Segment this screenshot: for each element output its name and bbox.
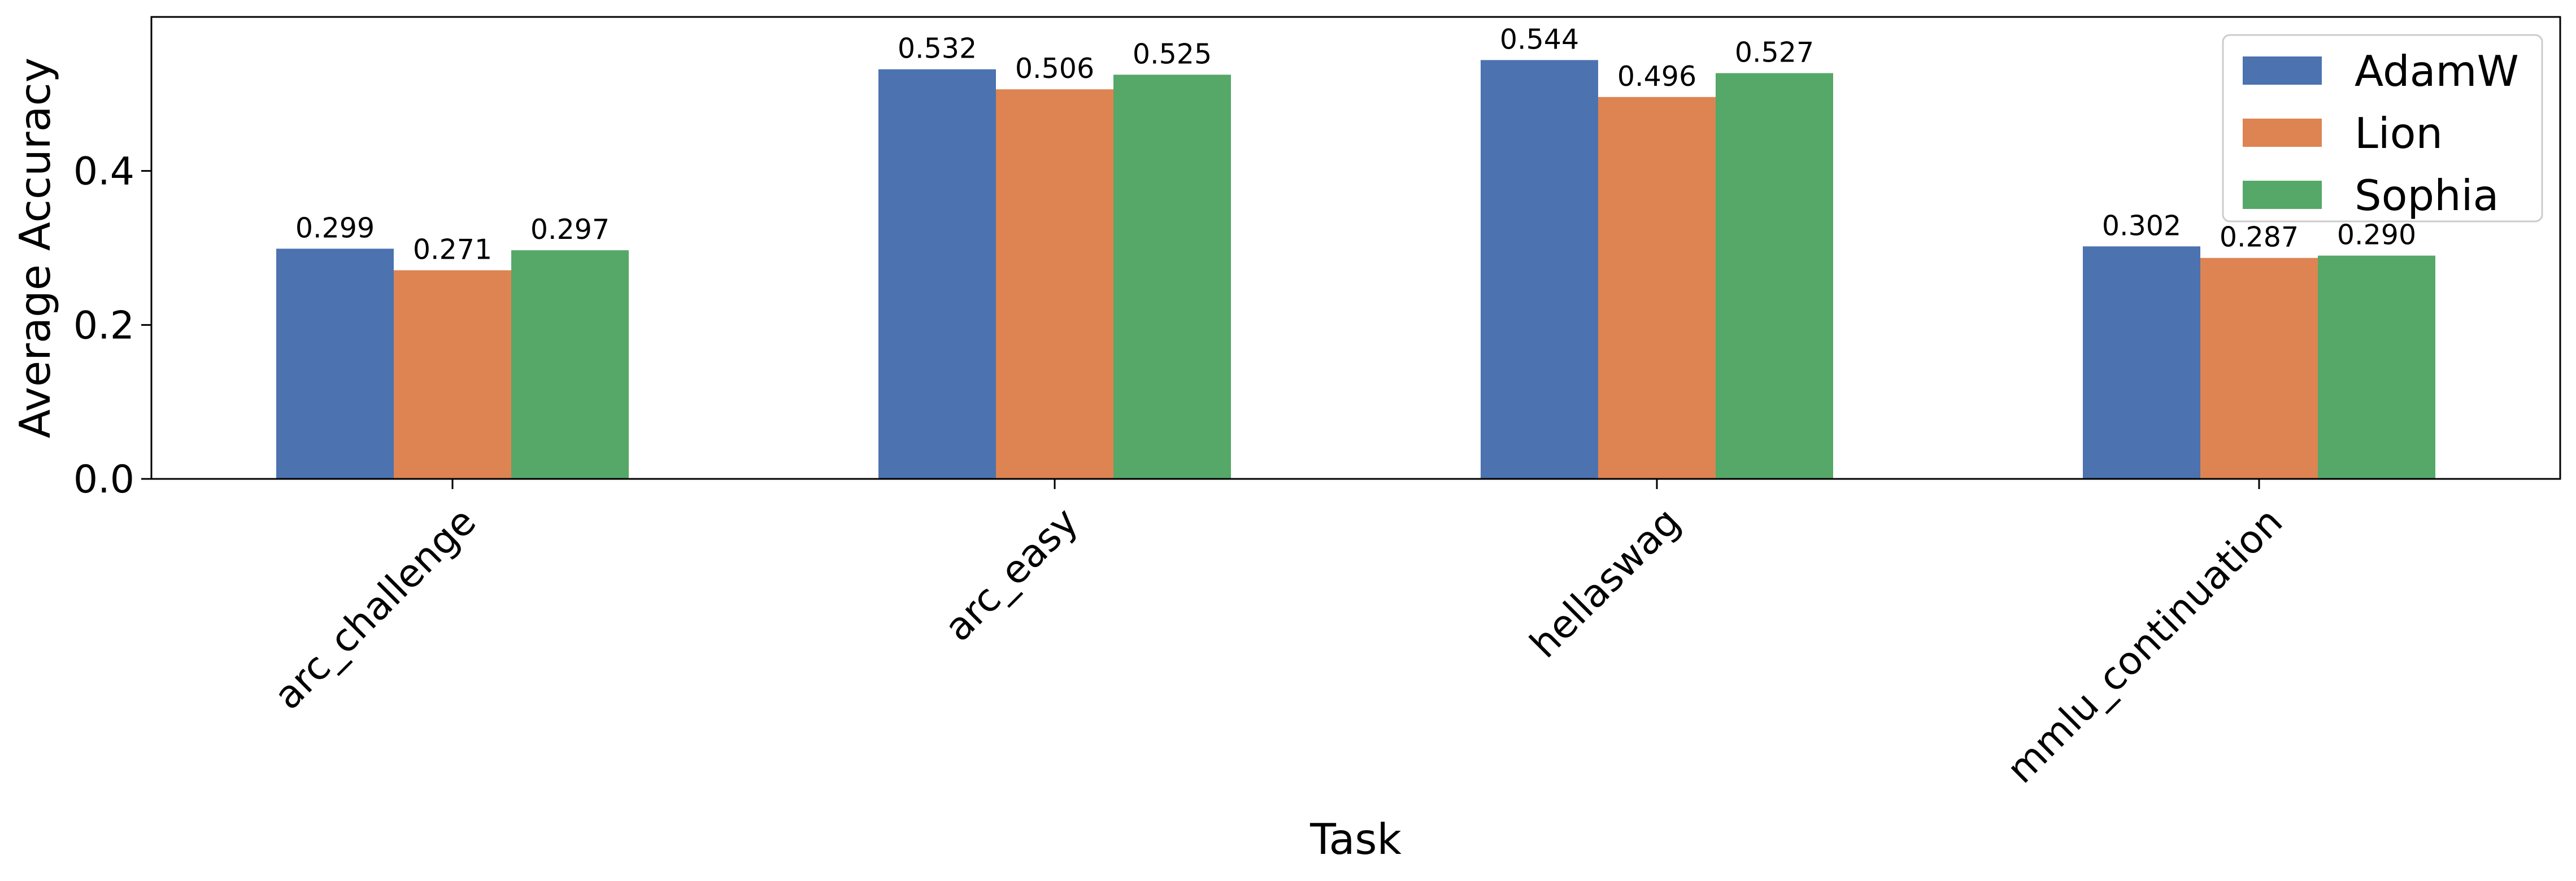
- plot-area-frame: [150, 16, 2561, 480]
- data-label-lion-arc-challenge: 0.271: [413, 234, 492, 266]
- bar-adamw-arc-challenge: [276, 248, 394, 479]
- bar-adamw-hellaswag: [1481, 60, 1598, 479]
- legend-label-adamw: AdamW: [2355, 46, 2519, 96]
- data-label-adamw-hellaswag: 0.544: [1500, 23, 1579, 55]
- bars-layer: [276, 60, 2435, 479]
- data-label-sophia-arc-challenge: 0.297: [530, 213, 610, 246]
- data-label-lion-hellaswag: 0.496: [1617, 60, 1696, 93]
- data-label-sophia-arc-easy: 0.525: [1133, 38, 1212, 70]
- bar-sophia-arc-challenge: [511, 250, 629, 479]
- bar-lion-arc-easy: [996, 89, 1113, 479]
- y-axis-title: Average Accuracy: [10, 58, 60, 438]
- data-label-lion-mmlu-continuation: 0.287: [2220, 221, 2299, 254]
- legend-swatch-sophia: [2243, 181, 2322, 209]
- data-label-adamw-arc-easy: 0.532: [898, 33, 977, 65]
- legend-swatch-lion: [2243, 119, 2322, 147]
- y-tick-label: 0.4: [73, 150, 134, 194]
- bar-lion-hellaswag: [1598, 97, 1716, 479]
- legend-label-lion: Lion: [2355, 108, 2443, 158]
- bar-adamw-arc-easy: [878, 69, 996, 479]
- legend: AdamW Lion Sophia: [2222, 34, 2543, 223]
- bar-sophia-hellaswag: [1716, 73, 1833, 479]
- bar-adamw-mmlu-continuation: [2083, 246, 2200, 479]
- x-axis-title: Task: [1309, 814, 1402, 864]
- data-label-adamw-mmlu-continuation: 0.302: [2102, 210, 2181, 242]
- bar-lion-mmlu-continuation: [2200, 258, 2318, 479]
- y-axis: 0.0 0.2 0.4: [73, 150, 151, 502]
- y-tick-label: 0.2: [73, 303, 134, 348]
- bar-lion-arc-challenge: [394, 270, 511, 479]
- legend-swatch-adamw: [2243, 56, 2322, 85]
- legend-label-sophia: Sophia: [2355, 171, 2499, 220]
- data-label-sophia-mmlu-continuation: 0.290: [2337, 219, 2416, 251]
- data-labels-layer: 0.299 0.271 0.297 0.532 0.506 0.525 0.544 0.496…: [295, 23, 2416, 265]
- bar-sophia-arc-easy: [1113, 75, 1231, 479]
- data-label-adamw-arc-challenge: 0.299: [295, 212, 375, 244]
- y-tick-label: 0.0: [73, 457, 134, 502]
- data-label-lion-arc-easy: 0.506: [1015, 53, 1094, 85]
- data-label-sophia-hellaswag: 0.527: [1735, 37, 1814, 69]
- bar-sophia-mmlu-continuation: [2318, 255, 2435, 479]
